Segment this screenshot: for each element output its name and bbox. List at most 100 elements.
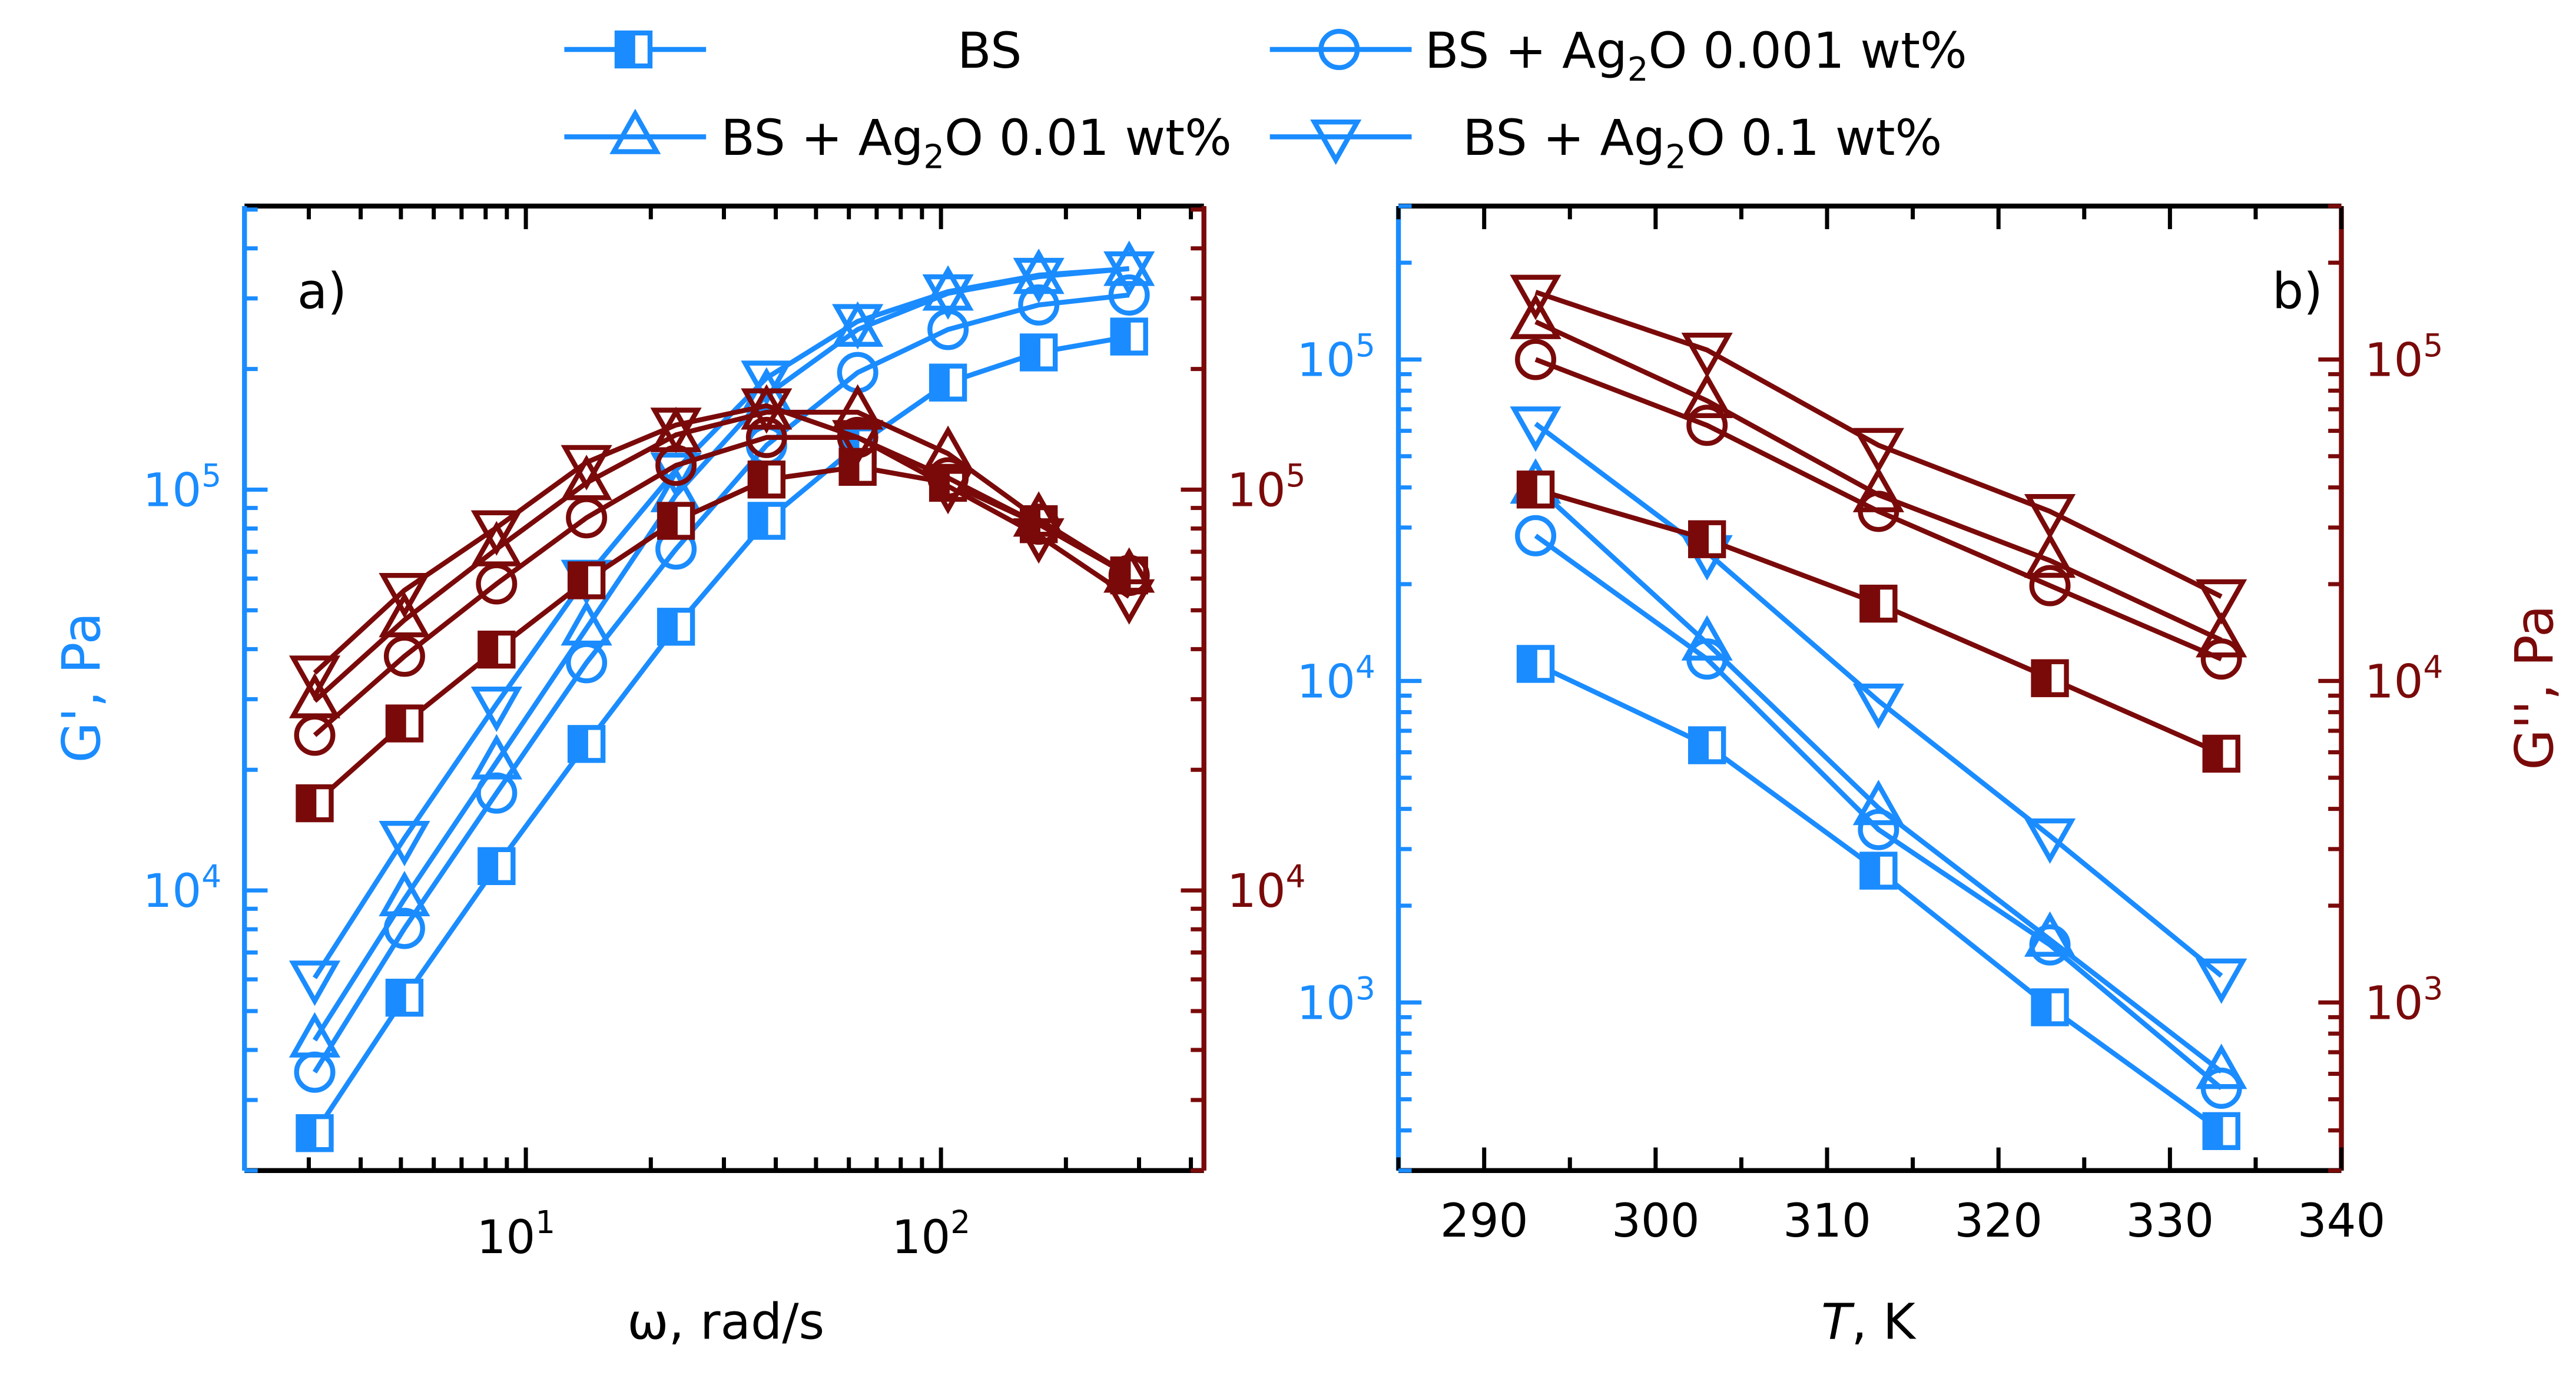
data-point-triangle-down (922, 469, 974, 515)
y-tick-label-right: 105 (1227, 458, 1306, 518)
panel-a-frequency-sweep: 101 102 104 105 104 105 a) (142, 203, 1306, 1264)
data-point-triangle-down (832, 304, 884, 350)
data-point-half-square (478, 847, 516, 886)
data-point-triangle-up (379, 592, 430, 638)
data-point-circle (1108, 274, 1150, 316)
series-line (312, 334, 1130, 1135)
data-point-circle (745, 416, 787, 458)
data-point-triangle-down (561, 445, 612, 491)
data-point-triangle-up (1852, 466, 1904, 512)
series-line (312, 292, 1130, 1074)
data-point-half-square (1859, 584, 1898, 623)
data-point-half-square (296, 1114, 334, 1152)
data-point-half-square (1516, 645, 1555, 683)
series-line (312, 266, 1130, 979)
data-point-triangle-down (1852, 428, 1904, 473)
y-tick-label-left: 103 (1297, 970, 1375, 1031)
data-point-triangle-up (561, 455, 612, 501)
data-point-circle (1018, 284, 1060, 326)
data-point-half-square (2202, 1112, 2240, 1151)
data-point-triangle-down (2196, 579, 2247, 625)
series-gprime-triangle-up (1510, 458, 2247, 1089)
legend-label-bs: BS (957, 22, 1022, 79)
data-point-triangle-down (1510, 406, 1561, 452)
x-tick-label: 320 (1954, 1194, 2043, 1248)
y-tick-label-left: 104 (142, 859, 221, 919)
data-point-triangle-down (1013, 257, 1065, 303)
y-tick-label-left: 104 (1297, 649, 1375, 709)
data-point-half-square (385, 979, 424, 1017)
panel-b-temperature-sweep: 290 300 310 320 330 340 103 104 105 103 104 105 b) (1297, 203, 2444, 1248)
data-point-half-square (296, 784, 334, 823)
series-gdouble-triangle-up (1510, 293, 2247, 658)
data-point-triangle-up (2024, 911, 2076, 957)
data-point-triangle-up (470, 521, 522, 566)
data-point-triangle-down (1013, 518, 1065, 564)
data-point-triangle-up (1681, 615, 1733, 661)
data-point-triangle-up (1681, 372, 1733, 418)
data-point-half-square (929, 363, 967, 402)
data-point-triangle-down (1103, 251, 1155, 297)
data-point-circle (294, 1051, 336, 1093)
data-point-triangle-down (289, 655, 341, 701)
data-point-circle (1515, 515, 1557, 556)
y-axis-label-right-b: G'', Pa (2504, 605, 2565, 770)
data-point-half-square (1859, 851, 1898, 890)
series-line (312, 266, 1130, 1042)
data-point-triangle-up (379, 870, 430, 917)
data-point-triangle-up (2024, 532, 2076, 578)
data-point-triangle-down (1103, 579, 1155, 625)
y-tick-label-left: 105 (142, 458, 221, 518)
data-point-half-square (2202, 734, 2240, 773)
y-tick-label-right: 105 (2365, 327, 2444, 387)
data-point-circle (1686, 405, 1728, 446)
data-point-half-square (478, 630, 516, 669)
legend-label-0-1: BS + Ag2O 0.1 wt% (1463, 109, 1942, 176)
data-point-half-square (1688, 726, 1726, 764)
x-tick-label: 290 (1440, 1194, 1529, 1248)
x-tick-label: 300 (1612, 1194, 1700, 1248)
panel-label: b) (2272, 263, 2323, 320)
x-tick-label: 330 (2126, 1194, 2214, 1248)
data-point-triangle-down (1852, 683, 1904, 729)
data-point-circle (1858, 809, 1899, 850)
data-point-triangle-down (650, 407, 702, 453)
data-point-half-square (1516, 471, 1555, 509)
data-point-half-square (657, 502, 695, 540)
legend: BS BS + Ag2O 0.001 wt% BS + Ag2O 0.01 wt… (564, 22, 1967, 177)
series-line (313, 435, 1130, 737)
legend-marker-triangle-down-icon (1310, 119, 1362, 165)
data-point-triangle-down (2024, 818, 2076, 864)
series-gdouble-half-square (1516, 471, 2240, 773)
data-point-half-square (1688, 520, 1726, 558)
data-point-circle (294, 714, 336, 756)
data-point-triangle-down (379, 821, 430, 867)
x-axis-label-b: T, K (1821, 1293, 1917, 1350)
legend-item-0-001: BS + Ag2O 0.001 wt% (1269, 22, 1967, 89)
data-point-half-square (1110, 317, 1148, 356)
data-point-triangle-up (561, 600, 612, 646)
panel-label: a) (297, 263, 347, 320)
data-point-triangle-up (832, 384, 884, 430)
series-line (1534, 484, 2223, 1074)
data-point-triangle-up (2196, 1043, 2247, 1089)
legend-marker-circle-icon (1318, 28, 1360, 70)
data-point-triangle-up (1510, 293, 1561, 339)
data-point-triangle-down (922, 274, 974, 320)
data-point-circle (476, 563, 518, 605)
data-point-half-square (747, 502, 786, 540)
series-gprime-half-square (1516, 645, 2240, 1151)
y-tick-label-right: 103 (2365, 970, 2444, 1031)
data-point-triangle-up (922, 425, 974, 471)
series-line (1534, 422, 2223, 978)
data-point-circle (566, 497, 608, 539)
data-point-half-square (2031, 988, 2069, 1026)
series-line (1534, 534, 2223, 1091)
series-line (313, 409, 1130, 703)
x-tick-label: 310 (1783, 1194, 1871, 1248)
x-axis-label-a: ω, rad/s (627, 1293, 824, 1350)
data-point-triangle-up (1852, 780, 1904, 826)
data-point-half-square (567, 725, 606, 763)
data-point-triangle-down (2196, 958, 2247, 1004)
